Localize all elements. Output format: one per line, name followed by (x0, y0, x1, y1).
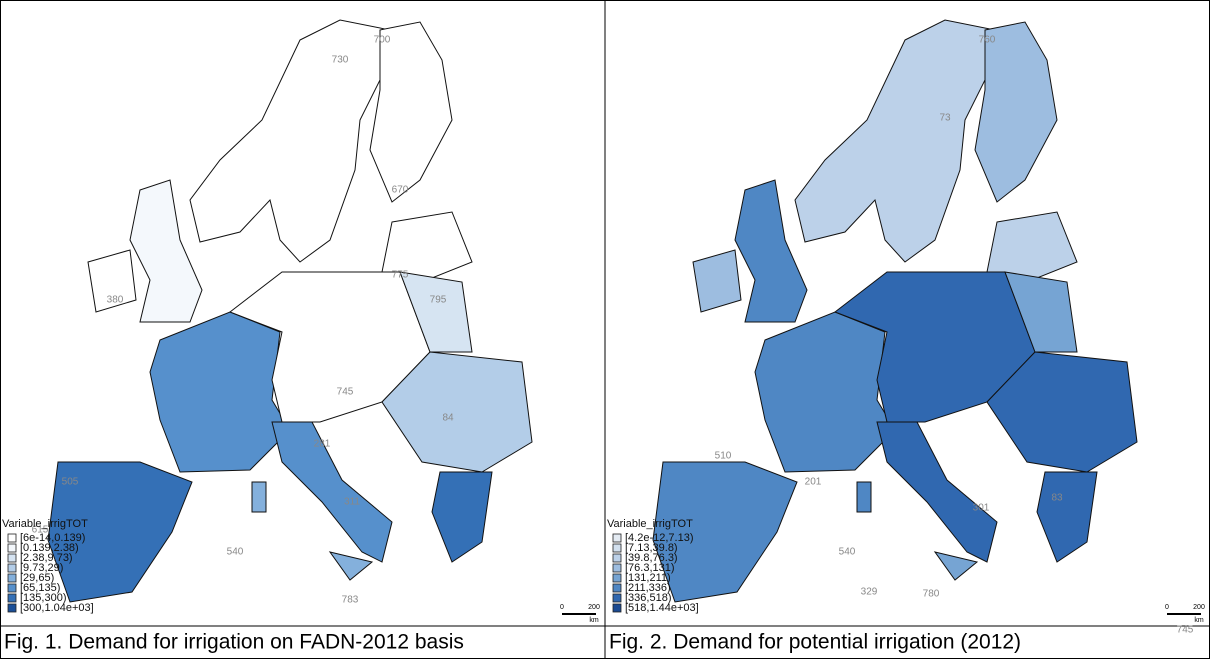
legend-swatch (7, 553, 17, 563)
region-label: 783 (342, 595, 359, 606)
region-poland (399, 271, 473, 353)
region-ireland (692, 249, 742, 313)
region-scandinavia (189, 19, 391, 263)
legend-label: [211,336) (625, 582, 671, 594)
region-greece (431, 471, 493, 563)
legend-label: [336,518) (625, 592, 671, 604)
region-italy (271, 421, 393, 563)
legend-label: [300,1.04e+03] (20, 602, 94, 614)
region-balkans (986, 351, 1138, 473)
region-label: 510 (715, 451, 732, 462)
region-baltic (381, 211, 473, 283)
region-sicily (328, 551, 374, 581)
region-label: 301 (973, 503, 990, 514)
region-label: 745 (337, 387, 354, 398)
legend-label: [2.38,9.73) (20, 552, 73, 564)
legend-label: [65,135) (20, 582, 60, 594)
region-label: 380 (107, 295, 124, 306)
region-label: 281 (314, 439, 331, 450)
legend-swatch (612, 603, 622, 613)
scale-label: 200 (1193, 604, 1205, 611)
scale-label: 200 (588, 604, 600, 611)
legend-swatch (612, 573, 622, 583)
region-finland (974, 21, 1058, 203)
scale-label: 0 (560, 604, 564, 611)
region-greece (1036, 471, 1098, 563)
legend-label: [4.2e-12,7.13) (625, 532, 694, 544)
region-label: 505 (62, 477, 79, 488)
region-label: 540 (839, 547, 856, 558)
legend-label: [6e-14,0.139) (20, 532, 85, 544)
region-label: 745 (1177, 625, 1194, 636)
legend-swatch (612, 583, 622, 593)
region-sardinia (251, 481, 267, 513)
legend-label: [39.8,76.3) (625, 552, 678, 564)
region-label: 329 (861, 587, 878, 598)
region-italy (876, 421, 998, 563)
region-label: 615 (32, 525, 49, 536)
region-baltic (986, 211, 1078, 283)
legend-label: [9.73,29) (20, 562, 63, 574)
legend-swatch (7, 543, 17, 553)
region-sardinia (856, 481, 872, 513)
legend-swatch (612, 593, 622, 603)
region-sicily (933, 551, 979, 581)
region-scandinavia (794, 19, 996, 263)
region-central-europe (833, 271, 1036, 423)
region-label: 700 (374, 35, 391, 46)
region-balkans (381, 351, 533, 473)
legend-swatch (7, 533, 17, 543)
map-panel: 760 73 510 540 329 780 83 201 301 745 Variable_irr… (607, 19, 1205, 654)
legend-swatch (7, 563, 17, 573)
legend-swatch (612, 543, 622, 553)
region-ireland (87, 249, 137, 313)
region-label: 201 (805, 477, 822, 488)
scale-label: km (1194, 617, 1204, 624)
legend-swatch (7, 573, 17, 583)
region-label: 760 (979, 35, 996, 46)
region-uk (129, 179, 203, 323)
region-uk (734, 179, 808, 323)
legend-label: [131,211) (625, 572, 671, 584)
region-label: 795 (430, 295, 447, 306)
region-label: 780 (923, 589, 940, 600)
region-iberia (47, 461, 193, 603)
legend-label: [518,1.44e+03] (625, 602, 699, 614)
legend-label: [7.13,39.8) (625, 542, 678, 554)
map-panel: 730 700 670 775 795 745 380 505 615 540 281 311 783 8… (2, 19, 600, 654)
legend-swatch (7, 593, 17, 603)
region-iberia (652, 461, 798, 603)
region-label: 670 (392, 185, 409, 196)
region-central-europe (228, 271, 431, 423)
legend-label: [0.139,2.38) (20, 542, 79, 554)
legend-swatch (7, 603, 17, 613)
region-label: 311 (344, 497, 360, 508)
scale-label: 0 (1165, 604, 1169, 611)
region-label: 73 (939, 113, 951, 124)
figure-caption: Fig. 2. Demand for potential irrigation … (609, 631, 1021, 654)
region-label: 84 (442, 413, 454, 424)
region-finland (369, 21, 453, 203)
legend-title: Variable_irrigTOT (607, 518, 693, 530)
region-france (754, 311, 896, 473)
legend-swatch (612, 553, 622, 563)
figure-caption: Fig. 1. Demand for irrigation on FADN-20… (4, 631, 464, 654)
region-label: 730 (332, 55, 349, 66)
region-label: 83 (1051, 493, 1063, 504)
legend-label: [29,65) (20, 572, 54, 584)
legend-label: [135,300) (20, 592, 66, 604)
region-poland (1004, 271, 1078, 353)
legend-swatch (612, 563, 622, 573)
legend-swatch (7, 583, 17, 593)
region-france (149, 311, 291, 473)
scale-label: km (589, 617, 599, 624)
legend-swatch (612, 533, 622, 543)
legend-title: Variable_irrigTOT (2, 518, 88, 530)
legend-label: [76.3,131) (625, 562, 675, 574)
region-label: 775 (392, 270, 409, 281)
region-label: 540 (227, 547, 244, 558)
